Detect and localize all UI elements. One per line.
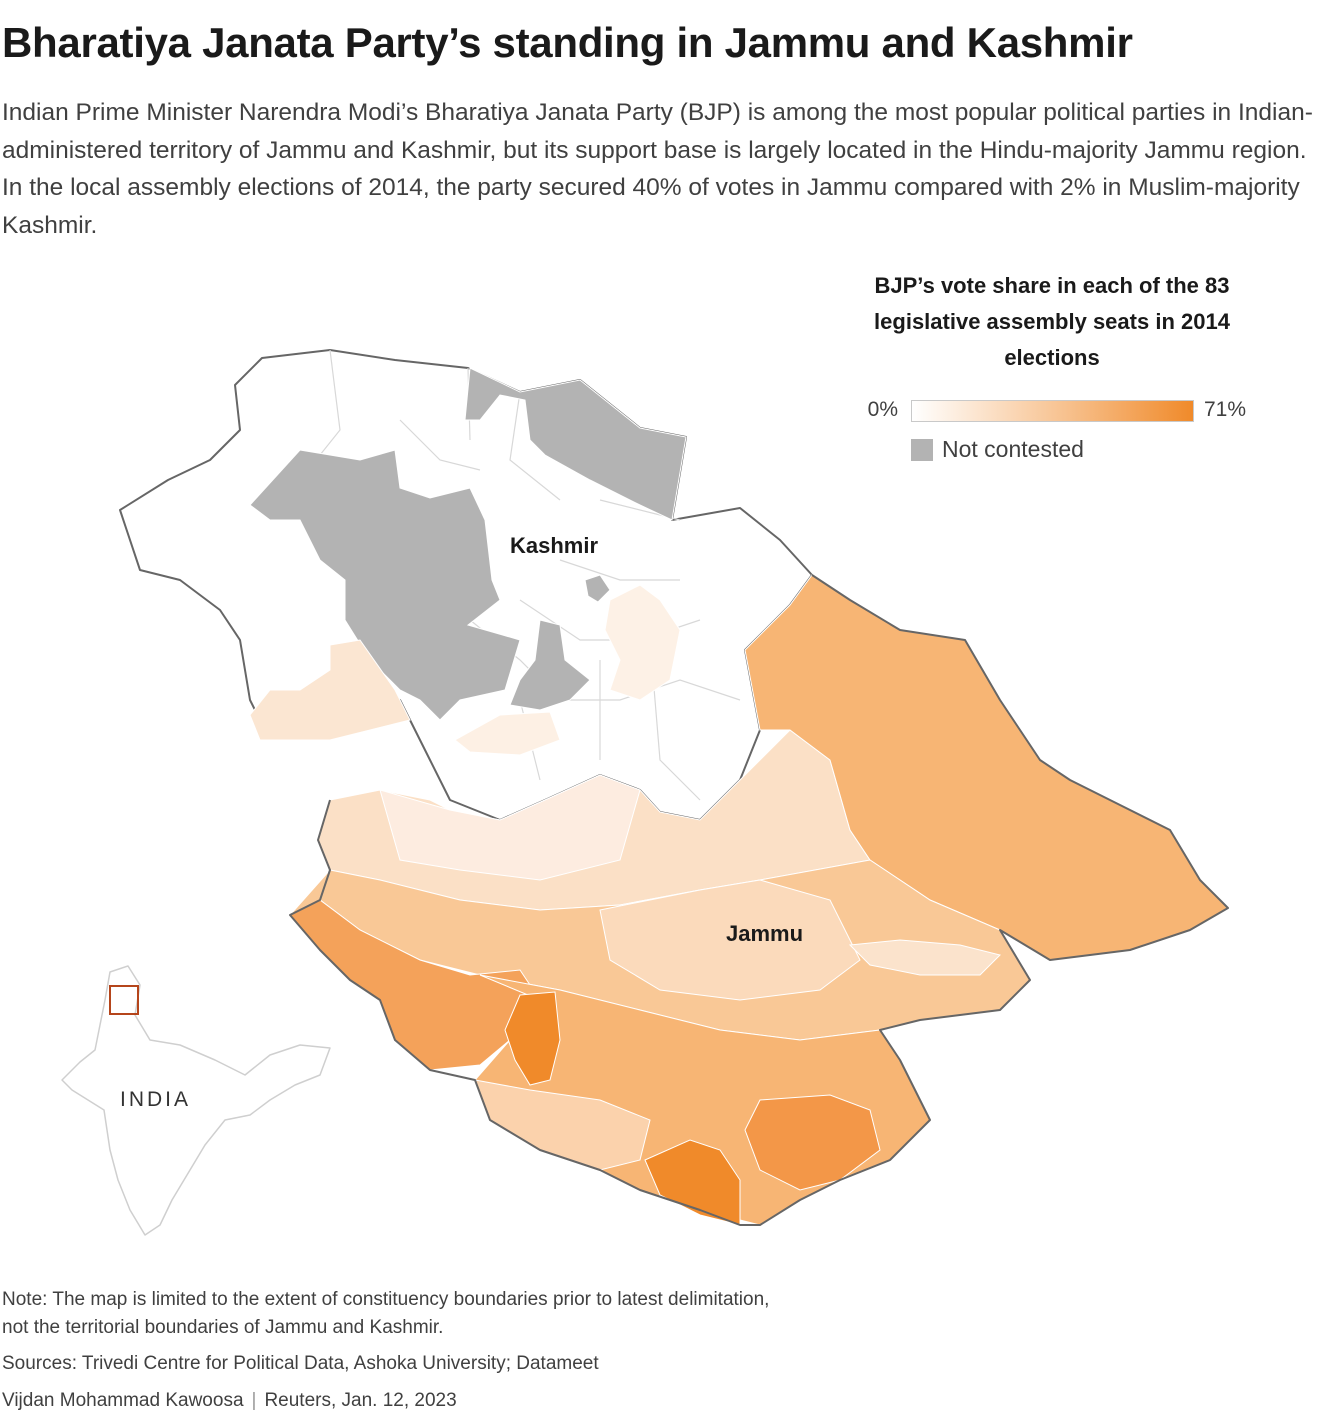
not-contested-swatch [911,439,933,461]
legend-max-label: 71% [1204,398,1247,421]
low-share-west [249,639,411,741]
locator-box [109,985,139,1015]
intro-text: Indian Prime Minister Narendra Modi’s Bh… [2,99,1313,239]
kashmir-division [119,349,813,821]
jammu-east-light [848,939,1001,976]
byline: Vijdan Mohammad Kawoosa | Reuters, Jan. 12… [2,1387,457,1415]
legend-title: BJP’s vote share in each of the 83 legis… [874,273,1230,370]
not-contested-small [584,574,611,603]
author: Vijdan Mohammad Kawoosa [2,1390,244,1411]
india-label: INDIA [120,1088,191,1111]
sources: Sources: Trivedi Centre for Political Da… [2,1353,599,1374]
jammu-label: Jammu [726,921,803,946]
not-contested-west [249,449,521,721]
choropleth-map: Kashmir Jammu INDIA [61,349,1229,1236]
kashmir-label: Kashmir [510,533,598,558]
page-title: Bharatiya Janata Party’s standing in Jam… [2,19,1133,66]
jammu-central-light [599,879,861,1001]
not-contested-north [464,367,687,521]
legend-min-label: 0% [867,398,898,421]
footnote: Note: The map is limited to the extent o… [2,1289,770,1338]
jammu-division [289,574,1229,1226]
jammu-outline [289,574,1229,1226]
byline-separator: | [251,1390,257,1411]
not-contested-center [509,619,591,711]
not-contested-label: Not contested [942,436,1084,462]
jammu-city-seat [504,991,561,1086]
low-share-center [454,711,561,756]
india-inset: INDIA [61,965,331,1236]
jammu-north-light [379,774,641,881]
india-inset-outline [61,965,331,1236]
low-share-east [604,584,681,701]
legend-color-scale [911,400,1194,422]
publisher-date: Reuters, Jan. 12, 2023 [264,1390,457,1411]
